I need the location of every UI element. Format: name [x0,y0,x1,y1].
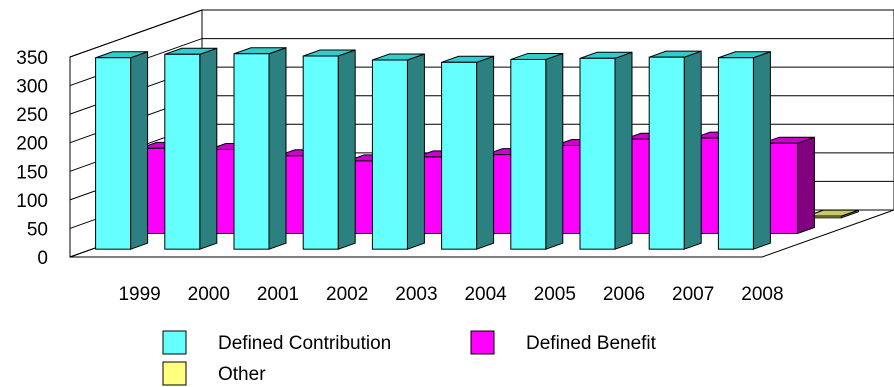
x-tick-label: 1999 [118,284,160,305]
bar-front [648,56,685,250]
bar-side [406,53,425,250]
bars [95,47,859,250]
bar-front [371,59,408,250]
x-tick-label: 2005 [534,284,576,305]
y-tick-label: 300 [16,77,48,98]
legend-entry: Other [162,361,266,386]
bar [648,50,702,250]
x-tick-label: 2002 [326,284,368,305]
legend: Defined Contribution Defined Benefit Other [162,330,657,386]
bar [302,49,356,250]
bar-side [752,51,771,250]
y-tick-label: 0 [37,248,48,269]
x-tick-label: 2000 [188,284,230,305]
bar-front [233,53,270,250]
bar [371,53,425,250]
y-axis-ticks: 0 50 100 150 200 250 300 350 [16,48,48,269]
legend-label: Other [218,364,266,385]
legend-swatch [162,361,187,386]
bar-side [268,47,287,250]
legend-label: Defined Contribution [218,333,391,354]
bar-front [164,53,201,250]
bar [717,51,771,250]
bar-side [545,52,564,250]
y-tick-label: 50 [27,219,48,240]
y-tick-label: 250 [16,105,48,126]
x-tick-label: 2003 [395,284,437,305]
bar [164,47,218,250]
bar-side [130,51,149,250]
x-axis-ticks: 1999 2000 2001 2002 2003 2004 2005 2006 2007 2008 [118,284,783,305]
gridline [69,9,894,58]
legend-swatch [162,330,187,355]
y-tick-label: 200 [16,134,48,155]
x-tick-label: 2008 [741,284,783,305]
legend-label: Defined Benefit [526,333,657,354]
bar-front [441,61,478,250]
y-tick-label: 100 [16,191,48,212]
bar [95,51,149,250]
bar-side [476,55,495,250]
bar [579,51,633,250]
bar-side [199,47,218,250]
bar-side [614,51,633,250]
x-tick-label: 2001 [257,284,299,305]
bar-front [717,57,754,250]
bar [441,55,495,250]
bar [761,136,815,235]
x-tick-label: 2007 [672,284,714,305]
y-tick-label: 350 [16,48,48,69]
legend-entry: Defined Benefit [470,330,657,355]
bar-front [579,57,616,250]
bar-front [302,55,339,250]
x-tick-label: 2006 [603,284,645,305]
bar-side [337,49,356,250]
bar-side [683,50,702,250]
legend-entry: Defined Contribution [162,330,391,355]
bar-side [796,136,815,235]
bar [233,47,287,250]
legend-swatch [470,330,495,355]
x-tick-label: 2004 [464,284,507,305]
bar-front [510,58,547,250]
bar [805,209,859,219]
y-tick-label: 150 [16,162,48,183]
bar [510,52,564,250]
bar-front [95,57,132,250]
